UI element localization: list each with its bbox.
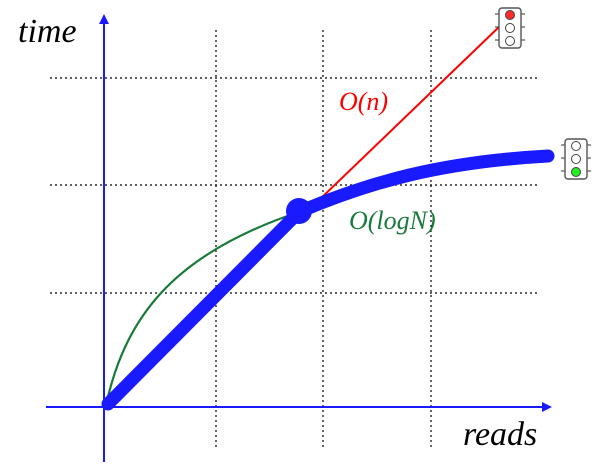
hybrid-curve [101, 149, 555, 411]
x-axis-label: reads [463, 416, 537, 453]
linear-curve-label: O(n) [339, 87, 388, 116]
red-lamp [571, 141, 581, 151]
crossover-point [286, 198, 312, 224]
traffic-light-icon [561, 138, 591, 180]
grid [50, 30, 540, 448]
green-lamp [505, 36, 515, 46]
y-axis-label: time [18, 13, 77, 50]
log-curve [104, 210, 300, 406]
log-curve-label: O(logN) [349, 206, 436, 235]
traffic-light-icon [495, 7, 525, 49]
amber-lamp [571, 154, 581, 164]
red-lamp [505, 10, 515, 20]
green-lamp [571, 167, 581, 177]
amber-lamp [505, 23, 515, 33]
